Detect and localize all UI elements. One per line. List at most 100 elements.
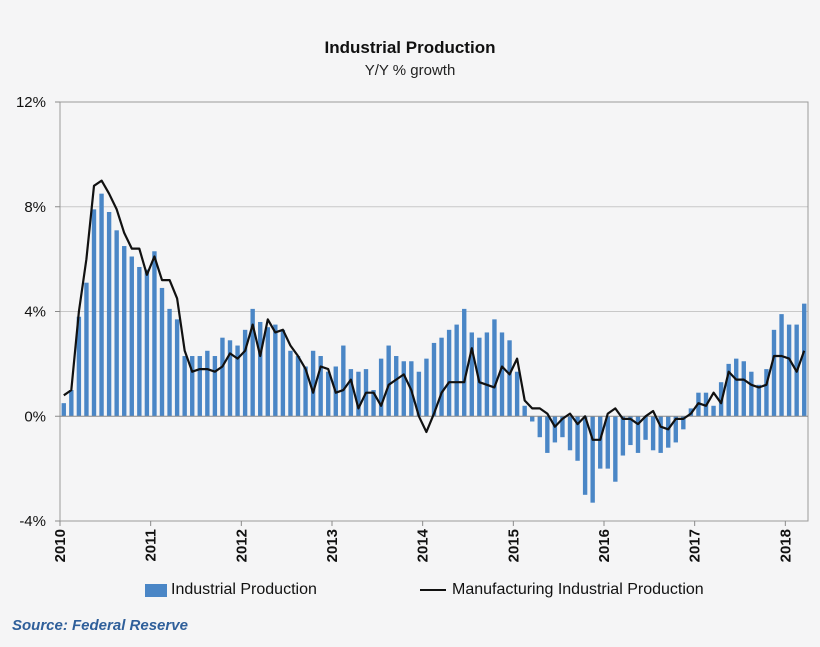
bar — [507, 340, 512, 417]
bar — [197, 356, 202, 417]
bar — [454, 324, 459, 417]
bar — [764, 369, 769, 417]
bar — [530, 416, 535, 422]
bar — [734, 358, 739, 417]
y-tick-labels: -4% 0% 4% 8% 12% — [16, 94, 46, 530]
x-tick-label: 2012 — [233, 529, 250, 562]
bar — [522, 405, 527, 417]
bar — [318, 356, 323, 417]
bar — [386, 345, 391, 417]
bar — [462, 308, 467, 417]
y-tick-label: -4% — [19, 513, 46, 530]
bar — [628, 416, 633, 446]
y-tick-label: 4% — [24, 304, 46, 321]
bar — [310, 350, 316, 417]
bar — [280, 329, 286, 417]
line-series — [63, 179, 806, 441]
bar — [741, 361, 746, 417]
bar — [590, 416, 595, 503]
bar — [84, 282, 89, 417]
bar — [99, 193, 104, 417]
bar — [560, 416, 565, 438]
y-tick-label: 8% — [24, 199, 46, 216]
source-note: Source: Federal Reserve — [12, 617, 188, 634]
x-tick-label: 2011 — [143, 529, 160, 562]
bar — [575, 416, 580, 461]
bar — [635, 416, 641, 453]
bar — [598, 416, 603, 469]
bar — [137, 266, 142, 417]
bar — [61, 403, 66, 417]
bar — [469, 332, 474, 417]
bar — [567, 416, 573, 451]
bar — [303, 366, 308, 417]
legend-bar-label: Industrial Production — [171, 581, 317, 598]
bar — [91, 209, 97, 417]
bar — [114, 230, 119, 417]
bar — [235, 345, 240, 417]
bar — [295, 356, 301, 417]
bar — [129, 256, 134, 417]
bar — [341, 345, 346, 417]
bar — [499, 332, 505, 417]
bar — [69, 390, 74, 417]
bar — [605, 416, 610, 469]
bar — [431, 342, 437, 417]
bar — [348, 369, 354, 417]
bar — [681, 416, 686, 430]
bar — [484, 332, 490, 417]
bar — [613, 416, 618, 482]
manufacturing-line — [63, 179, 806, 441]
legend-bar-swatch — [145, 583, 167, 597]
bar — [273, 324, 278, 417]
bar — [673, 416, 678, 443]
gridlines — [60, 101, 808, 522]
bar — [711, 405, 716, 417]
x-tick-label: 2010 — [52, 529, 69, 562]
y-tick-label: 12% — [16, 94, 46, 111]
bar — [771, 329, 777, 417]
bar — [205, 350, 210, 417]
y-tick-label: 0% — [24, 408, 46, 425]
legend-item-line: Manufacturing Industrial Production — [420, 581, 704, 599]
bar — [106, 211, 112, 417]
bar — [122, 246, 127, 417]
x-tick-label: 2016 — [596, 529, 613, 562]
bar — [190, 356, 195, 417]
bar — [786, 324, 792, 417]
bar — [167, 308, 172, 417]
bar — [552, 416, 558, 443]
bar — [666, 416, 671, 448]
bar — [756, 384, 762, 417]
bar — [378, 358, 384, 417]
bar-series — [61, 193, 807, 503]
chart-subtitle: Y/Y % growth — [364, 62, 456, 79]
bar — [76, 316, 82, 417]
bar — [779, 314, 784, 417]
bar — [726, 363, 731, 417]
bar — [643, 416, 648, 440]
bar — [658, 416, 663, 453]
bar — [439, 337, 444, 417]
bar — [650, 416, 656, 451]
bar — [258, 321, 263, 417]
bar — [477, 337, 482, 417]
x-tick-label: 2015 — [505, 529, 522, 562]
bar — [144, 269, 150, 417]
x-tick-label: 2013 — [324, 529, 341, 562]
bar — [537, 416, 542, 438]
bar — [371, 390, 376, 417]
x-tick-label: 2017 — [687, 529, 704, 562]
bar — [174, 319, 180, 417]
bar — [182, 356, 187, 417]
chart-title: Industrial Production — [324, 38, 496, 57]
bar — [424, 358, 429, 417]
legend-item-bars: Industrial Production — [145, 581, 317, 599]
bar — [220, 337, 225, 417]
bar — [416, 371, 422, 417]
bar — [545, 416, 550, 453]
bar — [250, 308, 255, 417]
bar — [356, 371, 361, 417]
bar — [326, 371, 331, 417]
legend-line-label: Manufacturing Industrial Production — [452, 581, 704, 598]
